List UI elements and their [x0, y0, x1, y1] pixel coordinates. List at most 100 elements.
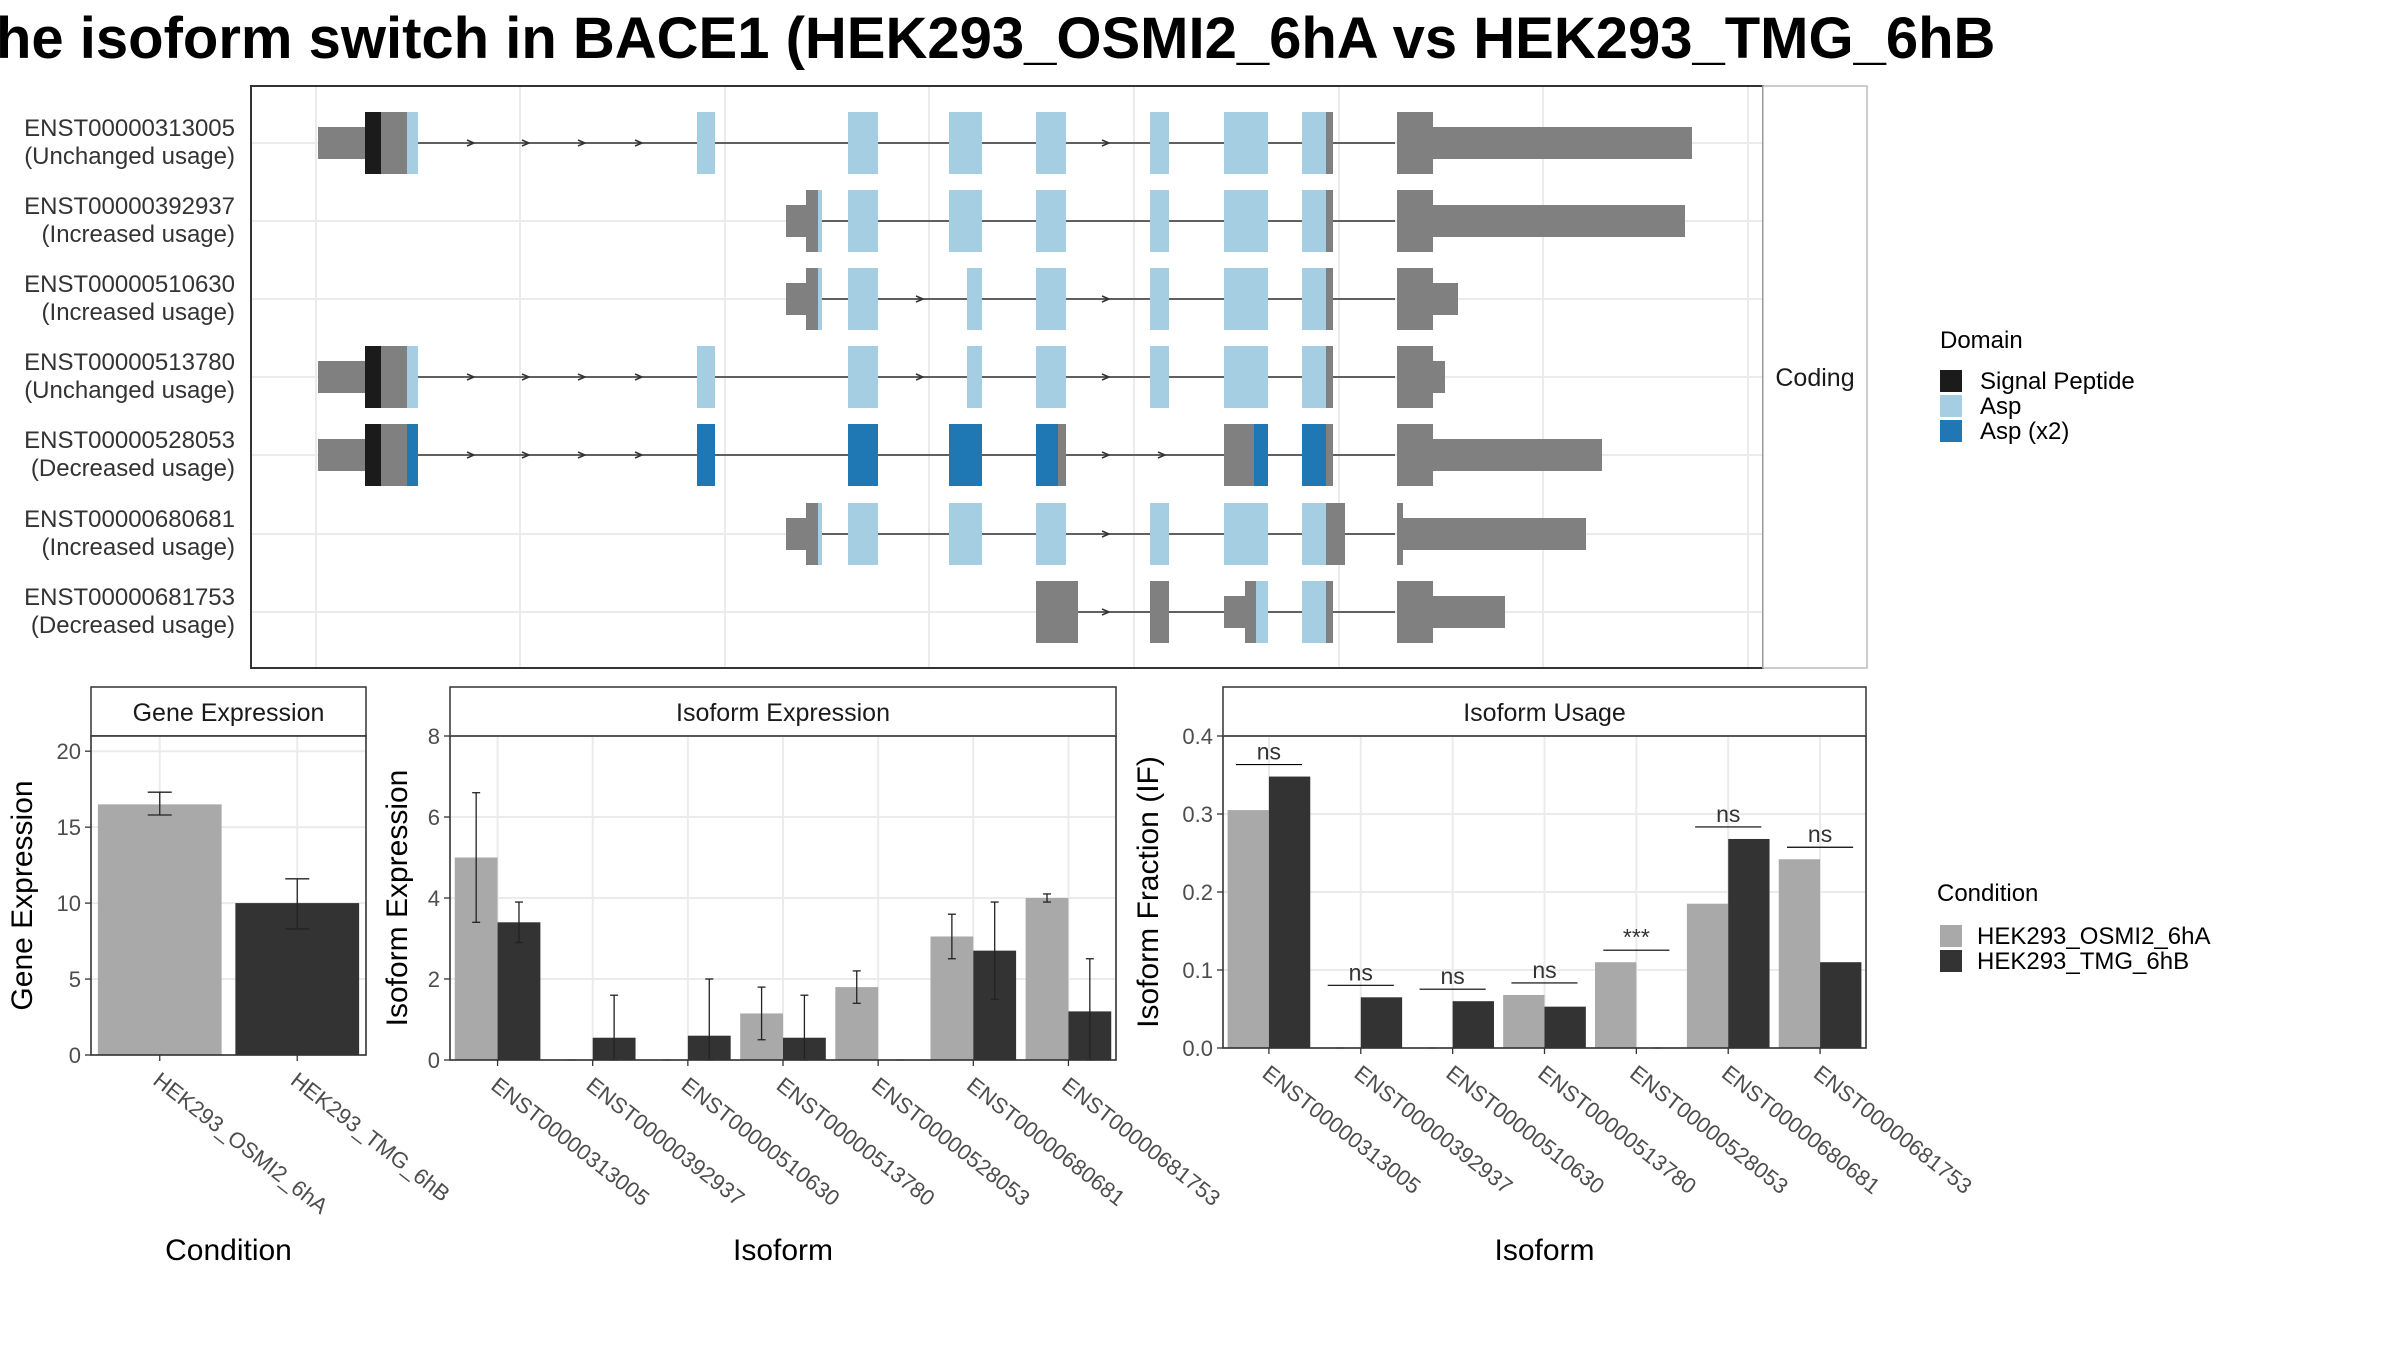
exon-block — [848, 268, 878, 330]
domain-legend-key — [1940, 370, 1962, 392]
exon-block — [1224, 268, 1268, 330]
intron-arrow — [1157, 451, 1167, 459]
isoform-expression-chart: Isoform Expression02468ENST00000313005EN… — [381, 686, 1225, 1267]
exon-block — [1254, 424, 1268, 486]
exon-block — [1224, 596, 1245, 628]
intron-arrow — [1101, 139, 1111, 147]
significance-label: ns — [1349, 959, 1373, 985]
intron-arrow — [634, 139, 644, 147]
exon-block — [365, 424, 381, 486]
isoform-row-id: ENST00000681753 — [24, 584, 235, 611]
isoform-row-usage: (Decreased usage) — [31, 612, 235, 639]
exon-block — [1302, 268, 1326, 330]
intron-arrow — [521, 373, 531, 381]
panel-title: Gene Expression — [133, 699, 325, 727]
exon-block — [1256, 581, 1268, 643]
intron-arrow — [1101, 451, 1111, 459]
significance-label: ns — [1440, 963, 1464, 989]
exon-block — [1326, 424, 1333, 486]
exon-block — [1036, 424, 1058, 486]
exon-block — [1397, 581, 1433, 643]
exon-block — [1433, 596, 1505, 628]
isoform-row-usage: (Decreased usage) — [31, 455, 235, 482]
exon-block — [697, 424, 715, 486]
y-axis-title: Isoform Expression — [381, 770, 414, 1027]
exon-block — [1302, 581, 1326, 643]
structure-facet-label: Coding — [1775, 364, 1854, 392]
y-tick-label: 15 — [57, 815, 81, 840]
exon-block — [848, 424, 878, 486]
domain-legend-label: Asp (x2) — [1980, 418, 2069, 445]
exon-block — [1326, 112, 1333, 174]
panel-title-strip — [90, 686, 367, 737]
bar — [1360, 997, 1403, 1048]
x-tick-label: ENST00000510630 — [677, 1072, 845, 1211]
significance-label: ns — [1808, 821, 1832, 847]
exon-block — [381, 112, 407, 174]
intron-arrow — [1101, 373, 1111, 381]
intron-arrow — [466, 373, 476, 381]
exon-block — [806, 503, 818, 565]
intron-arrow — [521, 139, 531, 147]
x-tick-label: ENST00000392937 — [582, 1072, 750, 1211]
bar — [1728, 838, 1770, 1048]
structure-facet-strip — [1762, 85, 1868, 669]
exon-block — [786, 518, 806, 550]
x-tick-label: ENST00000680681 — [1717, 1060, 1885, 1199]
exon-block — [1036, 112, 1066, 174]
bar — [497, 922, 541, 1060]
exon-block — [1245, 581, 1256, 643]
y-tick-label: 6 — [428, 805, 440, 830]
y-tick-label: 0 — [69, 1043, 81, 1068]
exon-block — [1326, 268, 1333, 330]
y-tick-label: 0.4 — [1182, 724, 1213, 749]
exon-block — [806, 190, 818, 252]
panel-title-strip — [449, 686, 1117, 737]
exon-block — [967, 346, 982, 408]
bar — [1503, 994, 1545, 1048]
condition-legend-label: HEK293_OSMI2_6hA — [1977, 923, 2210, 950]
x-tick-label: ENST00000513780 — [1533, 1060, 1701, 1199]
exon-block — [1302, 346, 1326, 408]
bar — [1820, 962, 1862, 1048]
exon-block — [1397, 190, 1433, 252]
x-tick-label: ENST00000528053 — [1625, 1060, 1793, 1199]
exon-block — [1224, 190, 1268, 252]
exon-block — [1397, 424, 1433, 486]
intron-arrow — [1101, 608, 1111, 616]
exon-block — [949, 503, 982, 565]
exon-block — [818, 190, 822, 252]
exon-block — [1150, 268, 1169, 330]
panel-title: Isoform Usage — [1463, 699, 1626, 727]
exon-block — [1224, 346, 1268, 408]
y-tick-label: 4 — [428, 886, 440, 911]
domain-legend-label: Signal Peptide — [1980, 368, 2135, 395]
significance-label: *** — [1623, 924, 1650, 950]
isoform-usage-chart: Isoform Usage ns ns ns ns *** ns ns 0.0 0.1 0.2 0.3… — [1132, 686, 1977, 1267]
exon-block — [407, 346, 418, 408]
exon-block — [1224, 424, 1254, 486]
exon-block — [967, 268, 982, 330]
domain-legend-title: Domain — [1940, 327, 2023, 354]
exon-block — [407, 112, 418, 174]
x-axis-title: Condition — [165, 1234, 292, 1267]
bar — [1025, 898, 1069, 1060]
exon-block — [697, 346, 715, 408]
exon-block — [1150, 581, 1169, 643]
y-tick-label: 0 — [428, 1048, 440, 1073]
domain-legend-key — [1940, 395, 1962, 417]
isoform-row-id: ENST00000313005 — [24, 115, 235, 142]
y-axis-title: Isoform Fraction (IF) — [1132, 756, 1165, 1028]
significance-label: ns — [1257, 739, 1281, 765]
exon-block — [806, 268, 818, 330]
x-axis-title: Isoform — [733, 1234, 833, 1267]
x-tick-label: ENST00000510630 — [1442, 1060, 1610, 1199]
exon-block — [407, 424, 418, 486]
exon-block — [1224, 503, 1268, 565]
exon-block — [848, 503, 878, 565]
exon-block — [1302, 424, 1326, 486]
intron-arrow — [577, 451, 587, 459]
exon-block — [848, 190, 878, 252]
y-tick-label: 0.3 — [1182, 802, 1213, 827]
